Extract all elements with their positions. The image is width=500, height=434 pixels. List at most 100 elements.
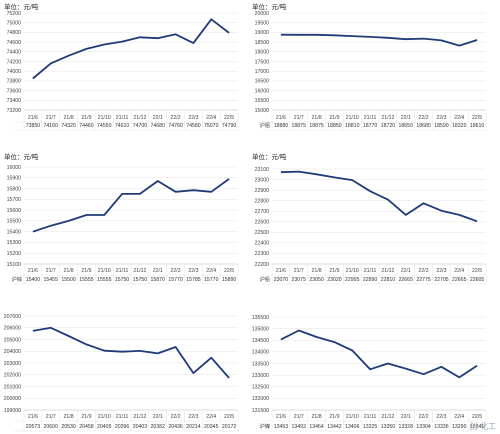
series-line (32, 18, 230, 80)
x-tick-label: 22/2 (171, 414, 181, 420)
x-tick-label: 22/4 (206, 414, 216, 420)
x-tick-label: 22/5 (472, 414, 482, 420)
data-label: 15400 (26, 277, 41, 283)
x-tick-label: 21/6 (276, 414, 286, 420)
x-tick-label: 21/12 (381, 414, 394, 420)
y-tick-label: 18000 (255, 50, 270, 56)
data-label: 15870 (151, 277, 166, 283)
x-tick-label: 22/3 (436, 414, 446, 420)
y-tick-label: 202000 (4, 373, 21, 379)
chart-2: 单位：元/吨 15000 15500 16000 16500 17000 17500 1800… (252, 2, 487, 131)
data-label: 15750 (115, 277, 130, 283)
x-tick-label: 21/10 (98, 414, 111, 420)
x-tick-label: 21/11 (116, 414, 129, 420)
chart-6: 131500 132000 132500 133000 133500 134000 1345… (252, 315, 487, 432)
x-tick-label: 21/12 (133, 115, 146, 121)
y-tick-label: 23100 (255, 167, 270, 173)
x-tick-label: 22/4 (454, 268, 464, 274)
y-tick-label: 73600 (7, 88, 22, 94)
y-tick-label: 15500 (255, 98, 270, 104)
data-label: 22605 (470, 277, 485, 283)
data-label: 18720 (381, 123, 396, 129)
data-label: 15555 (79, 277, 94, 283)
data-label: 20405 (97, 424, 112, 430)
chart-5: 199000 200000 201000 202000 203000 204000 2050… (4, 314, 239, 432)
x-tick-label: 22/3 (436, 268, 446, 274)
x-tick-label: 21/9 (329, 115, 339, 121)
data-label: 18320 (452, 123, 467, 129)
unit-label: 单位：元/吨 (252, 2, 287, 11)
y-tick-label: 22400 (255, 241, 270, 247)
data-label: 74680 (151, 123, 166, 129)
x-tick-label: 22/3 (436, 115, 446, 121)
data-label: 23020 (327, 277, 342, 283)
data-label: 15785 (186, 277, 201, 283)
x-tick-label: 21/11 (364, 268, 377, 274)
x-tick-label: 21/6 (28, 414, 38, 420)
x-tick-label: 21/9 (329, 268, 339, 274)
x-tick-label: 22/2 (419, 414, 429, 420)
y-tick-label: 22900 (255, 188, 270, 194)
data-label: 18610 (470, 123, 485, 129)
data-label: 20530 (61, 424, 76, 430)
x-tick-label: 21/11 (116, 115, 129, 121)
data-label: 13336 (434, 424, 449, 430)
data-label: 13442 (327, 424, 342, 430)
y-tick-label: 132500 (252, 385, 269, 391)
x-tick-label: 21/8 (64, 414, 74, 420)
y-tick-label: 20000 (255, 11, 270, 17)
y-tick-label: 15800 (7, 186, 22, 192)
y-tick-label: 22200 (255, 262, 270, 268)
y-tick-label: 15300 (7, 240, 22, 246)
data-label: 18680 (416, 123, 431, 129)
y-tick-label: 134500 (252, 338, 269, 344)
x-tick-label: 21/10 (98, 268, 111, 274)
y-tick-label: 22700 (255, 209, 270, 215)
data-label: 18590 (434, 123, 449, 129)
data-label: 22665 (452, 277, 467, 283)
data-label: 13406 (345, 424, 360, 430)
data-label: 13341 (470, 424, 485, 430)
y-tick-label: 204000 (4, 349, 21, 355)
y-tick-label: 17500 (255, 59, 270, 65)
data-label: 20382 (151, 424, 166, 430)
y-tick-label: 75200 (7, 11, 22, 17)
y-tick-label: 17000 (255, 69, 270, 75)
y-tick-label: 133000 (252, 373, 269, 379)
x-tick-label: 22/1 (401, 414, 411, 420)
data-label: 74760 (168, 123, 183, 129)
x-tick-label: 22/2 (171, 268, 181, 274)
y-tick-label: 22800 (255, 198, 270, 204)
y-tick-label: 22500 (255, 230, 270, 236)
data-label: 20396 (115, 424, 130, 430)
data-label: 74320 (61, 123, 76, 129)
data-label: 15770 (204, 277, 219, 283)
x-tick-label: 22/1 (401, 115, 411, 121)
y-tick-label: 16000 (7, 165, 22, 171)
data-label: 13453 (274, 424, 289, 430)
y-tick-label: 15400 (7, 229, 22, 235)
data-label: 13290 (452, 424, 467, 430)
x-tick-label: 21/11 (364, 414, 377, 420)
y-tick-label: 135000 (252, 326, 269, 332)
y-tick-label: 203000 (4, 361, 21, 367)
data-label: 15555 (97, 277, 112, 283)
y-tick-label: 207000 (4, 314, 21, 320)
data-label: 22705 (434, 277, 449, 283)
row-label: 沪铅 (260, 275, 270, 283)
y-tick-label: 74600 (7, 40, 22, 46)
y-tick-label: 74800 (7, 30, 22, 36)
unit-label: 单位：元/吨 (4, 152, 39, 161)
y-tick-label: 205000 (4, 337, 21, 343)
x-tick-label: 22/1 (153, 115, 163, 121)
x-tick-label: 21/8 (312, 268, 322, 274)
x-tick-label: 21/10 (346, 414, 359, 420)
x-tick-label: 21/8 (312, 414, 322, 420)
data-label: 20345 (204, 424, 219, 430)
chart-3: 单位：元/吨 15100 15200 15300 15400 15500 15600 1570… (4, 152, 239, 285)
x-tick-label: 22/4 (454, 115, 464, 121)
data-label: 22665 (399, 277, 414, 283)
y-tick-label: 16500 (255, 79, 270, 85)
y-tick-label: 74400 (7, 50, 22, 56)
data-label: 75070 (204, 123, 219, 129)
